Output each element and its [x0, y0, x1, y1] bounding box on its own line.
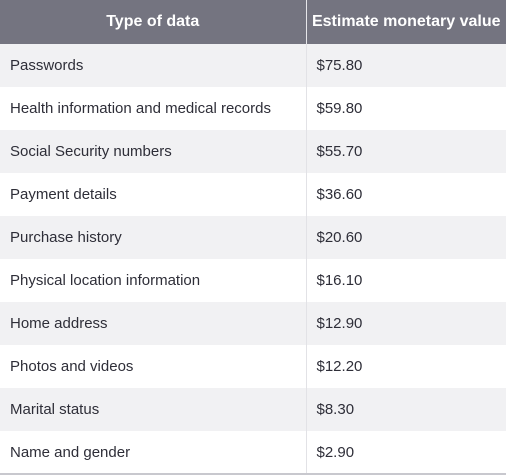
cell-monetary-value: $2.90 [306, 431, 506, 475]
table-body: Passwords $75.80 Health information and … [0, 44, 506, 475]
table-row: Health information and medical records $… [0, 87, 506, 130]
cell-monetary-value: $75.80 [306, 44, 506, 87]
cell-data-type: Physical location information [0, 259, 307, 302]
cell-monetary-value: $20.60 [306, 216, 506, 259]
cell-monetary-value: $59.80 [306, 87, 506, 130]
table-row: Social Security numbers $55.70 [0, 130, 506, 173]
cell-monetary-value: $36.60 [306, 173, 506, 216]
table-row: Payment details $36.60 [0, 173, 506, 216]
cell-monetary-value: $12.20 [306, 345, 506, 388]
cell-monetary-value: $55.70 [306, 130, 506, 173]
cell-monetary-value: $8.30 [306, 388, 506, 431]
header-type-of-data: Type of data [0, 0, 307, 44]
table-row: Physical location information $16.10 [0, 259, 506, 302]
header-estimate-value: Estimate monetary value [306, 0, 506, 44]
cell-data-type: Passwords [0, 44, 307, 87]
cell-data-type: Health information and medical records [0, 87, 307, 130]
table-row: Name and gender $2.90 [0, 431, 506, 475]
table-row: Home address $12.90 [0, 302, 506, 345]
cell-data-type: Payment details [0, 173, 307, 216]
table-row: Photos and videos $12.20 [0, 345, 506, 388]
table-row: Marital status $8.30 [0, 388, 506, 431]
header-row: Type of data Estimate monetary value [0, 0, 506, 44]
table-row: Purchase history $20.60 [0, 216, 506, 259]
table-header: Type of data Estimate monetary value [0, 0, 506, 44]
cell-data-type: Marital status [0, 388, 307, 431]
cell-data-type: Home address [0, 302, 307, 345]
table-row: Passwords $75.80 [0, 44, 506, 87]
cell-data-type: Name and gender [0, 431, 307, 475]
cell-data-type: Social Security numbers [0, 130, 307, 173]
cell-data-type: Photos and videos [0, 345, 307, 388]
cell-data-type: Purchase history [0, 216, 307, 259]
cell-monetary-value: $12.90 [306, 302, 506, 345]
cell-monetary-value: $16.10 [306, 259, 506, 302]
